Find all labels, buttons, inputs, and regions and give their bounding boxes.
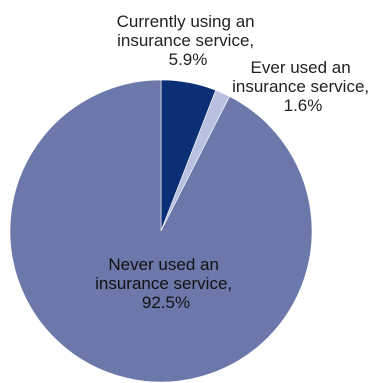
slice-label-line: 5.9% — [169, 50, 208, 69]
slice-label-currently-using: Currently using an insurance service, 5.… — [117, 12, 260, 69]
slice-label-line: insurance service, — [232, 77, 369, 96]
pie-labels: Currently using an insurance service, 5.… — [95, 12, 371, 312]
slice-label-line: insurance service, — [117, 31, 254, 50]
slice-never-used — [9, 79, 313, 383]
slice-label-line: 1.6% — [284, 96, 323, 115]
pie-slices — [9, 79, 313, 383]
slice-label-line: insurance service, — [95, 274, 232, 293]
slice-label-line: Never used an — [108, 255, 219, 274]
slice-label-line: Ever used an — [251, 58, 351, 77]
slice-label-line: Currently using an — [117, 12, 255, 31]
slice-label-ever-used: Ever used an insurance service, 1.6% — [232, 58, 371, 115]
slice-label-never-used: Never used an insurance service, 92.5% — [95, 255, 237, 312]
slice-label-line: 92.5% — [142, 293, 190, 312]
